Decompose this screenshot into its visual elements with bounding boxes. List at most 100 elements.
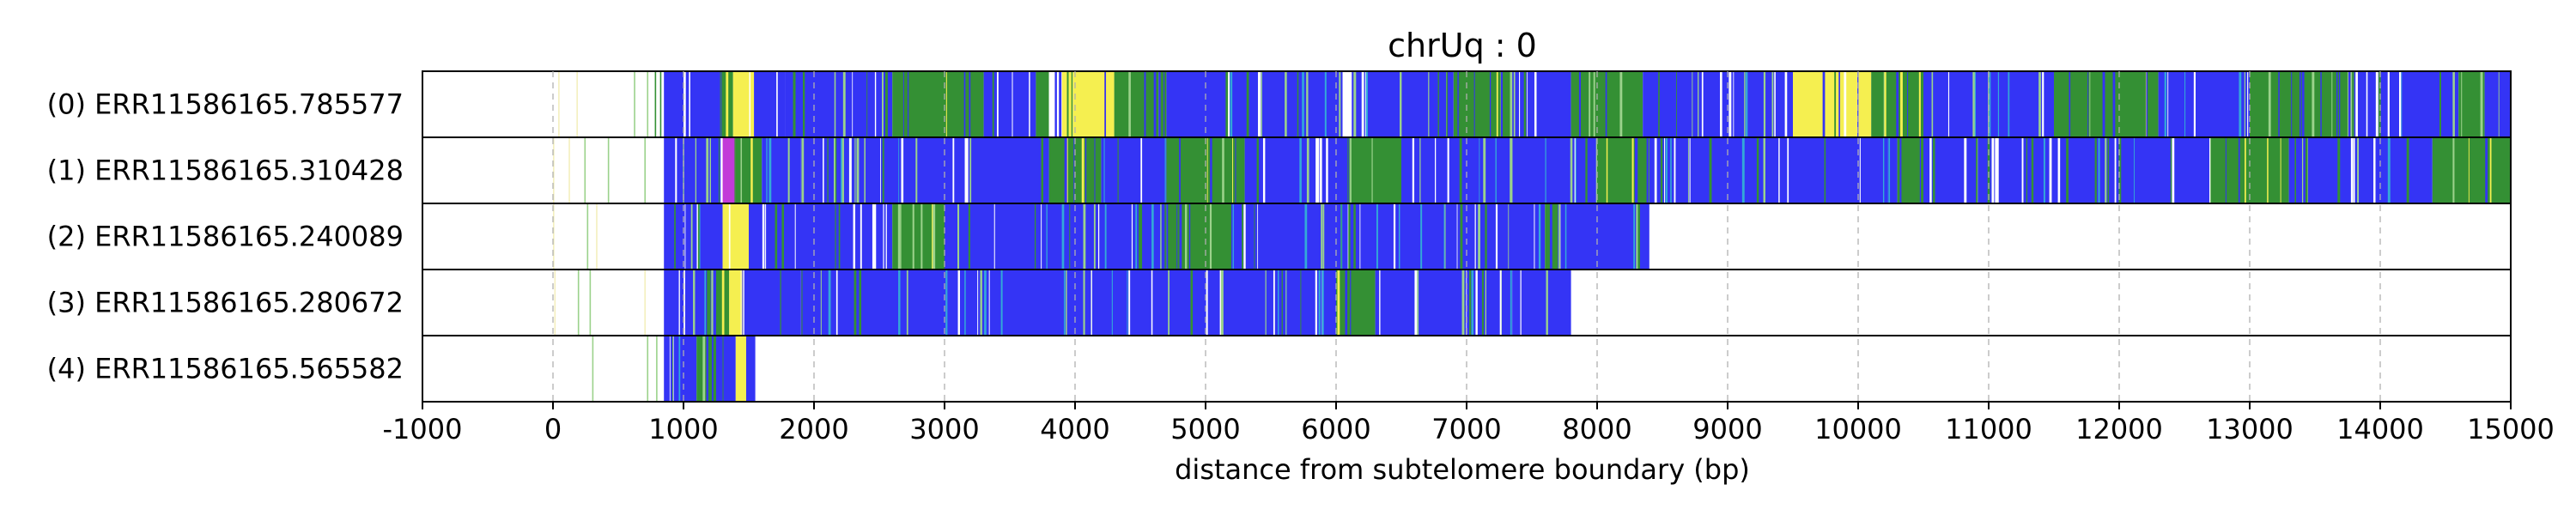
read-mark (2098, 137, 2100, 203)
read-mark (1550, 203, 1552, 270)
read-mark (1117, 137, 1119, 203)
read-mark (1400, 71, 1402, 137)
read-row (422, 136, 2512, 204)
read-mark (1414, 270, 1418, 336)
read-mark (697, 203, 700, 270)
read-mark (2452, 71, 2455, 137)
read-mark (2238, 137, 2240, 203)
read-segment (800, 137, 1049, 203)
read-mark (720, 71, 721, 137)
read-mark (1593, 71, 1595, 137)
read-mark (964, 137, 968, 203)
read-mark (1435, 137, 1437, 203)
read-mark (1417, 270, 1419, 336)
read-mark (1428, 71, 1430, 137)
read-mark (702, 336, 706, 402)
read-mark (1899, 137, 1902, 203)
read-mark (2347, 71, 2349, 137)
read-mark (1103, 137, 1105, 203)
read-mark (1326, 137, 1328, 203)
read-mark (2112, 71, 2116, 137)
read-mark (1456, 203, 1458, 270)
read-mark (872, 203, 875, 270)
read-mark (678, 336, 681, 402)
read-mark (2026, 137, 2028, 203)
read-mark (852, 71, 854, 137)
read-mark (1306, 137, 1309, 203)
read-segment (1597, 137, 1649, 203)
read-mark (1481, 270, 1484, 336)
read-mark (2301, 71, 2305, 137)
read-mark (1857, 71, 1859, 137)
read-mark (1168, 270, 1170, 336)
read-mark (1242, 203, 1244, 270)
read-mark (675, 137, 677, 203)
read-mark (1989, 71, 1991, 137)
read-mark (1297, 71, 1299, 137)
read-mark (704, 270, 707, 336)
read-mark (2031, 137, 2034, 203)
read-mark (2114, 137, 2117, 203)
read-mark (1379, 270, 1381, 336)
read-mark (1034, 203, 1036, 270)
read-mark (711, 270, 714, 336)
read-mark (728, 203, 731, 270)
read-mark (1084, 137, 1087, 203)
read-mark (980, 270, 982, 336)
read-mark (1485, 203, 1487, 270)
read-segment (2210, 137, 2289, 203)
read-mark (1534, 71, 1537, 137)
read-segment (762, 137, 801, 203)
read-mark (1824, 137, 1826, 203)
read-mark (834, 71, 836, 137)
read-mark (1144, 71, 1146, 137)
read-mark (1728, 71, 1732, 137)
read-mark (1676, 71, 1677, 137)
read-mark (1670, 137, 1672, 203)
x-tick-label: 10000 (1814, 413, 1902, 445)
read-mark (775, 203, 778, 270)
read-mark (586, 203, 589, 270)
read-mark (1246, 71, 1249, 137)
read-mark (1485, 270, 1486, 336)
read-mark (1041, 203, 1042, 270)
read-mark (2134, 137, 2136, 203)
read-mark (2267, 137, 2269, 203)
read-label: (3) ERR11586165.280672 (47, 287, 404, 319)
x-tick-label: 0 (544, 413, 562, 445)
read-segment (800, 270, 1336, 336)
read-mark (1520, 270, 1522, 336)
read-mark (1339, 71, 1341, 137)
read-mark (2043, 137, 2045, 203)
read-segment (1166, 203, 1232, 270)
read-mark (1838, 71, 1840, 137)
read-mark (1733, 71, 1735, 137)
read-mark (1061, 203, 1065, 270)
read-mark (1674, 137, 1676, 203)
read-segment (1101, 137, 1167, 203)
read-mark (776, 71, 778, 137)
read-mark (553, 203, 555, 270)
read-segment (722, 137, 736, 203)
read-mark (1361, 71, 1364, 137)
read-mark (966, 137, 969, 203)
read-mark (589, 270, 592, 336)
x-tick-label: 13000 (2206, 413, 2293, 445)
read-row (422, 335, 2512, 403)
read-mark (1128, 270, 1131, 336)
read-mark (696, 203, 700, 270)
read-mark (2167, 71, 2169, 137)
read-mark (1273, 270, 1275, 336)
read-mark (2170, 137, 2172, 203)
read-mark (2485, 137, 2488, 203)
read-mark (1000, 270, 1003, 336)
read-mark (2294, 137, 2296, 203)
read-mark (2245, 137, 2246, 203)
read-mark (1340, 203, 1342, 270)
read-mark (1633, 203, 1636, 270)
read-mark (841, 137, 844, 203)
read-mark (2401, 71, 2403, 137)
read-mark (1029, 71, 1030, 137)
read-mark (866, 71, 868, 137)
read-mark (1371, 137, 1373, 203)
